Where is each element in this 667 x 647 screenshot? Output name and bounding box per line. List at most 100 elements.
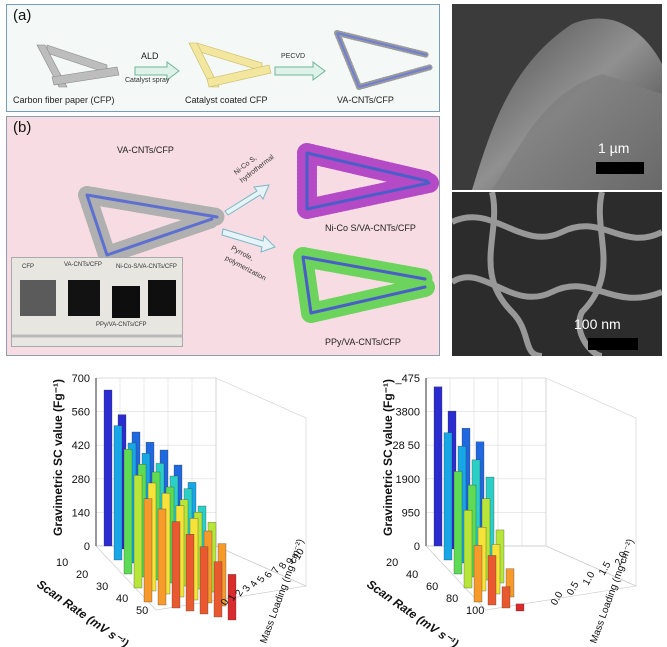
sample-photo-drawing	[12, 258, 182, 346]
photo-label-vacnt: VA-CNTs/CFP	[64, 262, 102, 268]
sem-top-scale-label: 1 µm	[598, 140, 630, 156]
sem-top-scale-bar	[596, 162, 644, 174]
chart1-y-label: Gravimetric SC value (Fg⁻¹)	[51, 379, 65, 536]
sem-bottom-scale-label: 100 nm	[574, 316, 621, 332]
chart1-z-tick: 7	[270, 565, 283, 576]
chart1-y-tick: 560	[72, 407, 90, 419]
label-catalyst-cfp: Catalyst coated CFP	[185, 95, 268, 105]
panel-b-illustration	[78, 143, 439, 323]
vacnt-triangle	[78, 186, 226, 264]
chart2-x-tick: 80	[446, 593, 458, 605]
panel-a-tag: (a)	[13, 7, 32, 24]
chart2-bar	[487, 555, 497, 606]
chart2-floor	[425, 545, 638, 611]
chart1-z-tick: 2	[234, 588, 247, 599]
chart1-z-tick: 6	[263, 570, 276, 581]
chart1-bar	[157, 508, 167, 606]
chart1-y-tick: 0	[84, 541, 90, 553]
label-vacnt-cfp: VA-CNTs/CFP	[337, 95, 394, 105]
arrow1-label-top: ALD	[141, 51, 159, 61]
cfp-fibers	[36, 44, 120, 88]
chart1-bar	[123, 449, 133, 575]
chart1-bar	[185, 534, 195, 612]
chart1-z-tick: 9	[285, 556, 298, 567]
chart1-x-tick: 20	[76, 569, 88, 581]
arrow-pecvd	[274, 61, 326, 81]
chart1-bar	[213, 561, 223, 618]
chart2-z-label: Mass Loading (mg cm⁻²)	[588, 538, 636, 645]
label-nicos: Ni-Co S/VA-CNTs/CFP	[325, 223, 416, 233]
chart1-bar	[199, 546, 209, 615]
chart1-y-tick: 140	[72, 507, 90, 519]
chart1-z-tick: 1	[226, 592, 239, 603]
sem-bottom-texture	[452, 192, 662, 356]
photo-label-ppy: PPy/VA-CNTs/CFP	[96, 322, 147, 328]
arrow-ald	[134, 61, 180, 81]
sem-image-bottom: 100 nm	[452, 192, 662, 356]
panel-b-tag: (b)	[13, 119, 32, 136]
panel-b: (b) VA-CNTs/CFP Ni-Co S, hydrothermal Py…	[6, 116, 440, 356]
nicos-triangle	[297, 143, 439, 219]
sample-photo: CFP VA-CNTs/CFP Ni-Co-S/VA-CNTs/CFP PPy/…	[11, 257, 183, 347]
chart1-z-tick: 5	[255, 574, 268, 585]
catalyst-fibers	[188, 42, 272, 88]
label-cfp: Carbon fiber paper (CFP)	[13, 95, 115, 105]
sem-image-top: 1 µm	[452, 4, 662, 190]
panel-a: (a) ALD Cat	[6, 4, 440, 112]
photo-label-cfp: CFP	[22, 264, 34, 270]
photo-label-nicos: Ni-Co-S/VA-CNTs/CFP	[116, 264, 177, 270]
chart1-z-tick: 10	[292, 547, 307, 563]
chart1-z-tick: 0	[219, 597, 232, 608]
chart1-x-tick: 50	[136, 605, 148, 617]
chart1-x-tick: 30	[96, 581, 108, 593]
sample-nicos	[148, 280, 176, 316]
chart1-y-tick: 420	[72, 440, 90, 452]
chart2-bar	[453, 471, 463, 575]
chart2-bar	[443, 432, 453, 561]
arrow1-label-bottom: Catalyst spray	[125, 77, 170, 84]
chart2-bar	[473, 545, 483, 603]
sample-ppy	[112, 286, 140, 318]
label-vacnt-b: VA-CNTs/CFP	[117, 145, 174, 155]
chart2-bar	[463, 510, 473, 589]
chart1-bar	[103, 389, 113, 547]
charts-area: 70056042028014001020304050012345678910Gr…	[34, 373, 638, 647]
chart1-x-tick: 10	[56, 557, 68, 569]
vacnt-fibers	[334, 30, 434, 90]
chart1-bar	[143, 498, 153, 603]
chart1-x-label: Scan Rate (mV s⁻¹)	[34, 577, 131, 647]
chart2-z-tick: 1.0	[581, 570, 598, 588]
chart2-x-tick: 60	[426, 581, 438, 593]
chart1-bar	[133, 475, 143, 589]
sem-bottom-scale-bar	[588, 338, 638, 350]
chart2-y-tick: 28 50	[392, 440, 420, 452]
chart2-y-tick: 1900	[396, 474, 420, 486]
chart2-z-tick: 0.0	[549, 590, 566, 608]
chart2-y-tick: 0	[414, 541, 420, 553]
label-ppy: PPy/VA-CNTs/CFP	[325, 337, 401, 347]
sample-cfp	[20, 280, 56, 316]
chart1-z-tick: 3	[241, 583, 254, 594]
chart1-z-label: Mass Loading (mg cm⁻²)	[258, 538, 306, 645]
chart1-z-tick: 8	[277, 560, 290, 571]
chart2-x-tick: 40	[406, 569, 418, 581]
chart2-x-label: Scan Rate (mV s⁻¹)	[364, 577, 461, 647]
ppy-triangle	[293, 247, 435, 323]
chart1-bar	[113, 425, 123, 561]
chart2-x-tick: 20	[386, 557, 398, 569]
chart2-y-label: Gravimetric SC value (Fg⁻¹)	[381, 379, 395, 536]
arrow2-label-top: PECVD	[281, 53, 306, 60]
arrow-nicos	[224, 184, 270, 216]
chart2-y-tick: _475	[395, 373, 420, 385]
panel-a-illustration	[36, 30, 434, 90]
chart1-bar	[227, 574, 237, 621]
chart2-y-tick: 3800	[396, 407, 420, 419]
chart1-y-tick: 700	[72, 373, 90, 385]
sample-vacnt	[68, 280, 100, 316]
sem-top-texture	[452, 4, 662, 190]
chart2-y-tick: 950	[402, 507, 420, 519]
chart1-z-tick: 4	[248, 579, 261, 590]
chart2-bar	[433, 386, 443, 547]
chart2-bar	[501, 586, 511, 609]
chart1-y-tick: 280	[72, 474, 90, 486]
